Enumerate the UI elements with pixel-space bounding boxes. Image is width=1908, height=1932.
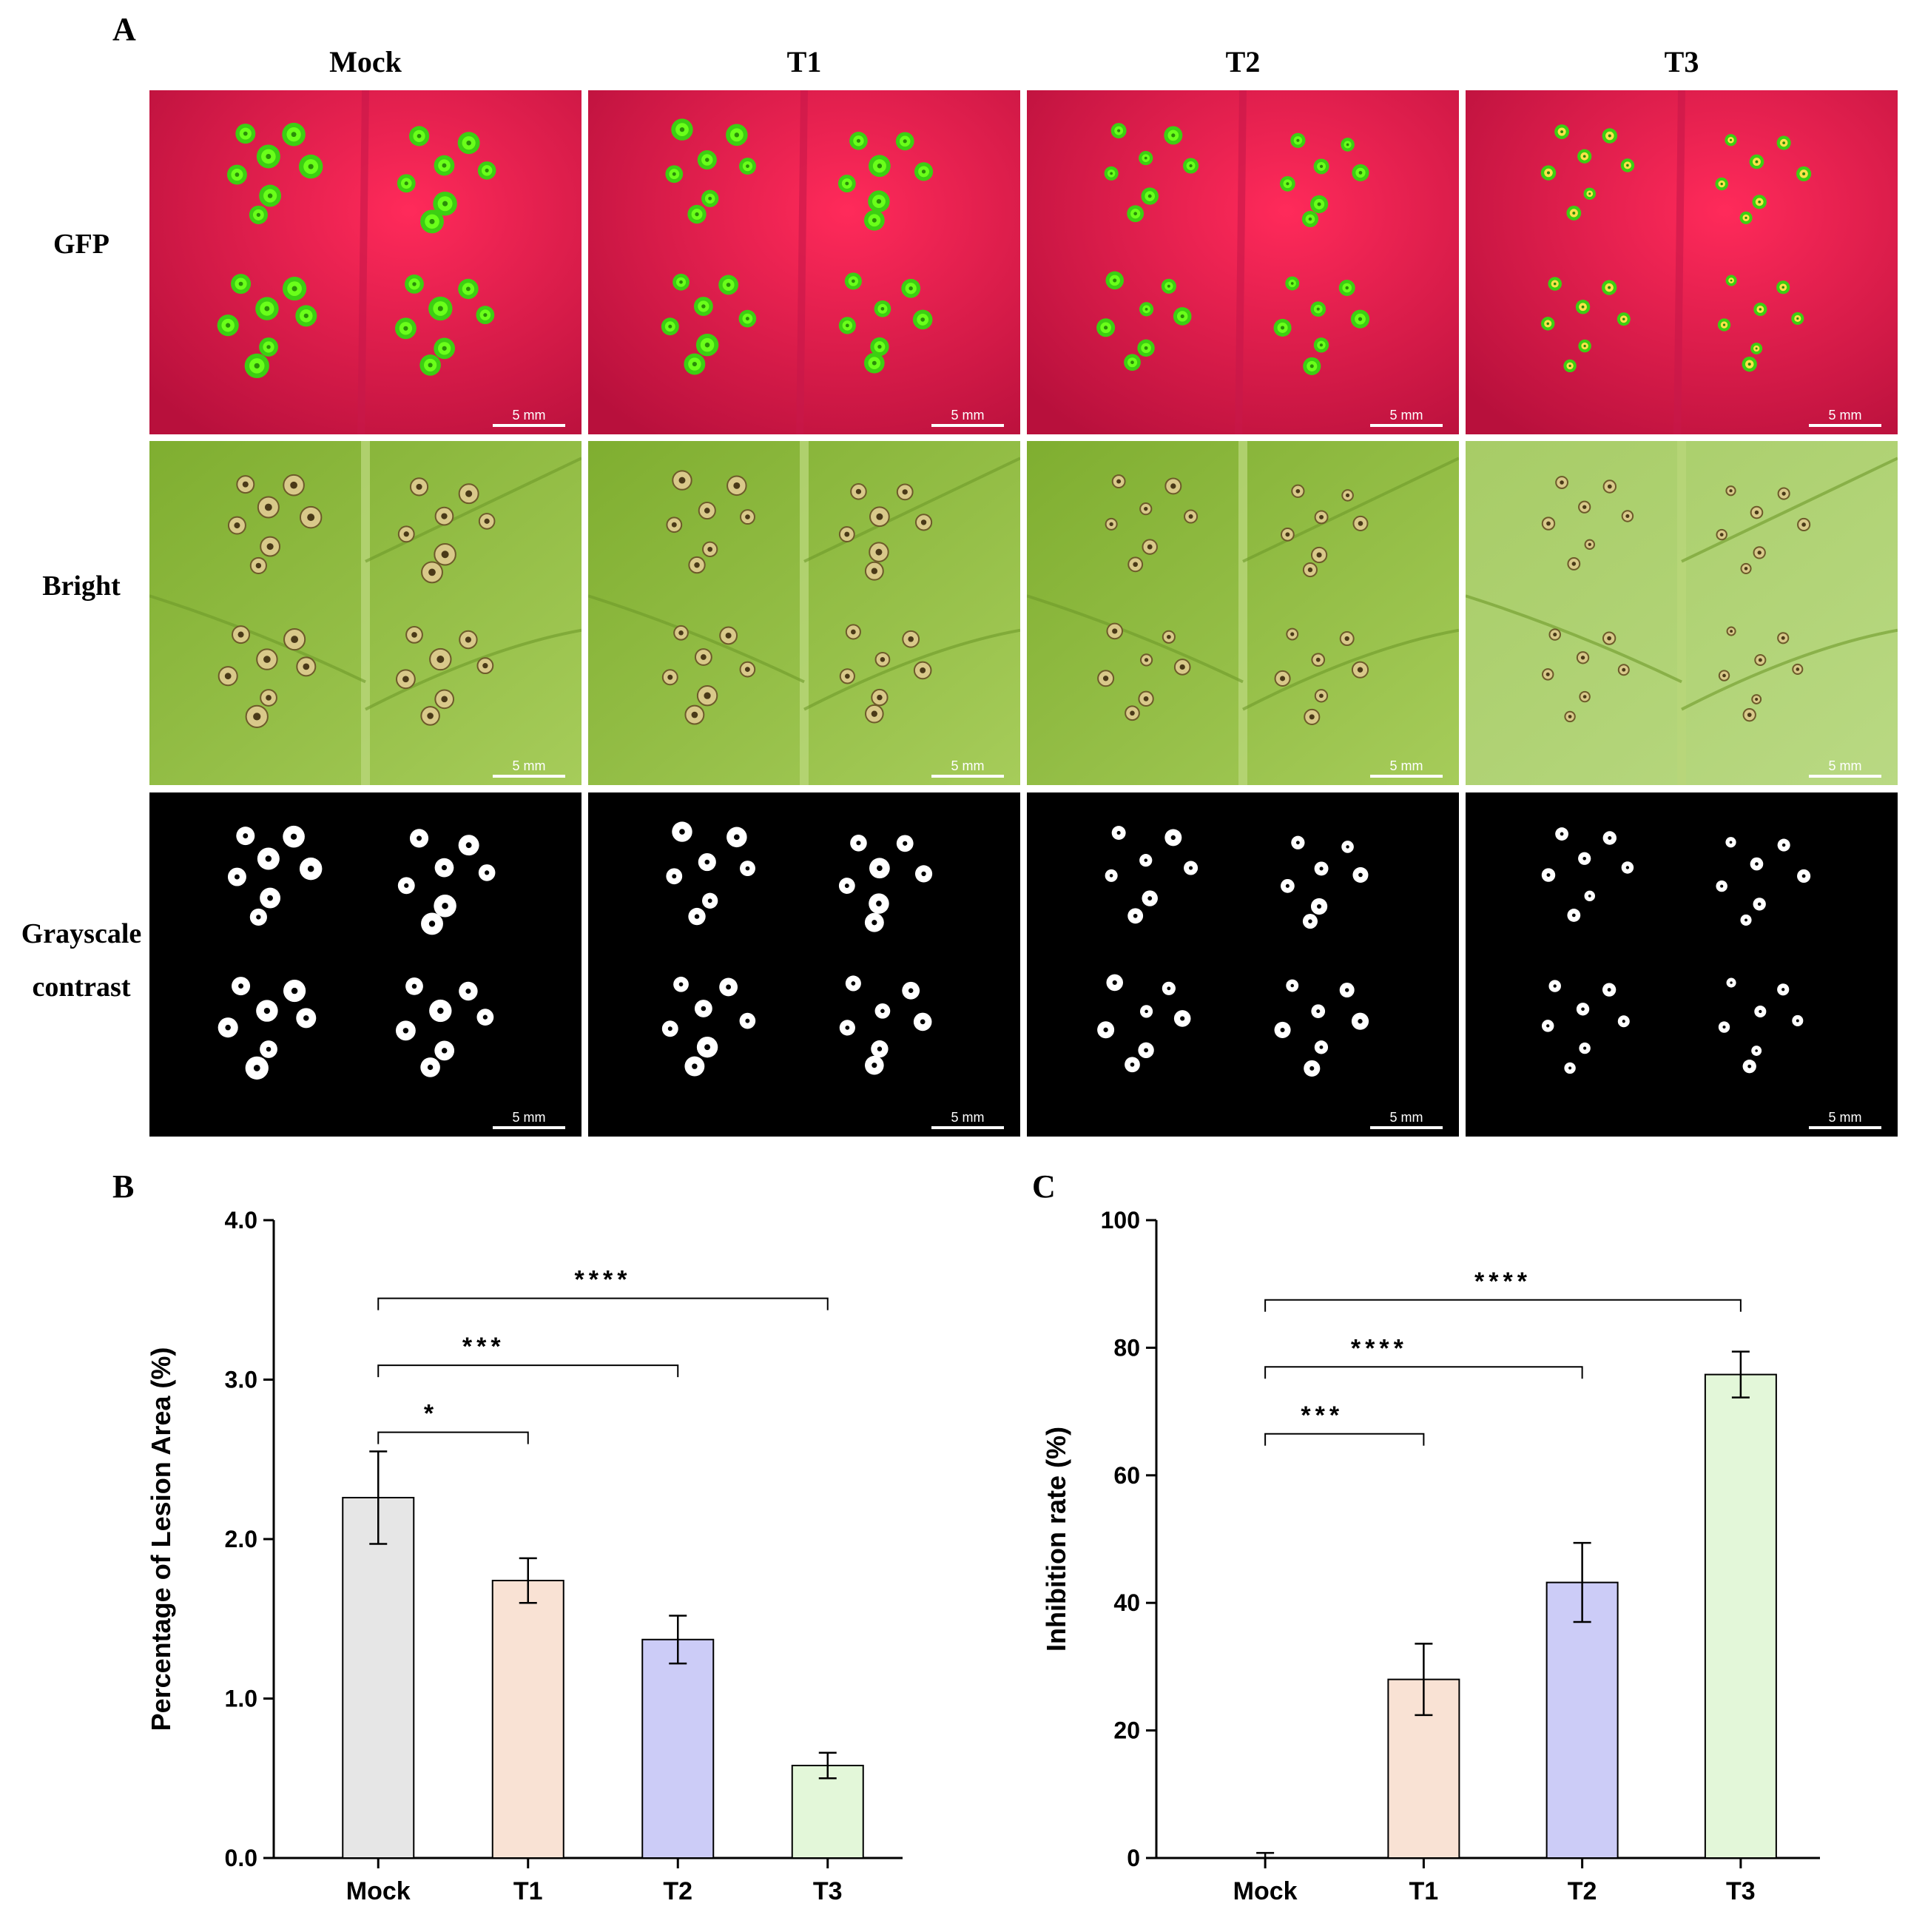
micrograph-gray-t2: 5 mm — [1027, 792, 1459, 1137]
column-header-mock: Mock — [329, 45, 402, 78]
column-header-t3: T3 — [1664, 45, 1699, 78]
y-tick-label: 100 — [1101, 1207, 1140, 1233]
bar-t1 — [491, 1580, 564, 1859]
scale-bar-label: 5 mm — [951, 408, 985, 423]
micrograph-gray-t1: 5 mm — [588, 792, 1020, 1137]
significance-label: **** — [575, 1266, 632, 1294]
significance-label: * — [424, 1400, 438, 1428]
row-label-gfp: GFP — [53, 229, 109, 260]
micrograph-bright-mock: 5 mm — [149, 441, 581, 785]
micrograph-gray-t3: 5 mm — [1466, 792, 1898, 1137]
micrograph-image: 5 mm — [588, 441, 1020, 785]
scale-bar-label: 5 mm — [951, 1110, 985, 1125]
scale-bar-label: 5 mm — [1829, 1110, 1862, 1125]
x-tick-label: T2 — [663, 1877, 692, 1905]
micrograph-gfp-mock: 5 mm — [149, 90, 581, 434]
micrograph-gfp-t3: 5 mm — [1466, 90, 1898, 434]
chart-c: 0 20 40 60 80 100 Inhibition rate (%) Mock T1 T2 T… — [1036, 1199, 1850, 1932]
micrograph-image: 5 mm — [1027, 441, 1459, 785]
error-bar-t2 — [1573, 1541, 1591, 1623]
micrograph-image: 5 mm — [149, 792, 581, 1137]
y-tick-label: 0 — [1127, 1845, 1140, 1871]
y-tick-label: 3.0 — [225, 1367, 257, 1393]
y-axis-label: Percentage of Lesion Area (%) — [146, 1347, 176, 1731]
error-bar-t3 — [818, 1751, 837, 1780]
micrograph-image: 5 mm — [588, 792, 1020, 1137]
micrograph-bright-t3: 5 mm — [1466, 441, 1898, 785]
scale-bar-label: 5 mm — [951, 758, 985, 773]
panel-c-letter: C — [1032, 1168, 1056, 1205]
significance-bracket — [1264, 1433, 1425, 1446]
significance-label: **** — [1474, 1268, 1531, 1296]
error-bar-t1 — [519, 1557, 537, 1604]
error-bar-t2 — [669, 1615, 687, 1665]
y-tick-label: 4.0 — [225, 1207, 257, 1233]
bar-t3 — [1704, 1373, 1777, 1859]
scale-bar-label: 5 mm — [513, 408, 546, 423]
scale-bar-label: 5 mm — [1390, 1110, 1423, 1125]
scale-bar-label: 5 mm — [513, 1110, 546, 1125]
row-label-contrast: contrast — [32, 972, 131, 1003]
significance-label: **** — [1351, 1334, 1408, 1362]
x-tick-label: T1 — [513, 1877, 543, 1905]
y-tick-label: 0.0 — [225, 1845, 257, 1871]
significance-bracket — [377, 1297, 829, 1310]
y-tick-label: 40 — [1113, 1589, 1140, 1616]
micrograph-gfp-t2: 5 mm — [1027, 90, 1459, 434]
x-tick-label: T3 — [813, 1877, 843, 1905]
error-bar-t3 — [1731, 1350, 1750, 1398]
micrograph-image: 5 mm — [1466, 792, 1898, 1137]
row-label-bright: Bright — [42, 570, 121, 602]
micrograph-gfp-t1: 5 mm — [588, 90, 1020, 434]
y-tick-label: 60 — [1113, 1462, 1140, 1489]
scale-bar-label: 5 mm — [1829, 758, 1862, 773]
micrograph-gray-mock: 5 mm — [149, 792, 581, 1137]
x-tick-label: T1 — [1409, 1877, 1439, 1905]
y-axis-label: Inhibition rate (%) — [1041, 1427, 1071, 1652]
bar-t2 — [1545, 1581, 1619, 1859]
y-tick-label: 80 — [1113, 1334, 1140, 1361]
significance-bracket — [377, 1431, 529, 1444]
micrograph-image: 5 mm — [588, 90, 1020, 434]
y-tick-label: 1.0 — [225, 1686, 257, 1712]
significance-bracket — [1264, 1366, 1583, 1379]
column-header-t1: T1 — [786, 45, 822, 78]
error-bar-t1 — [1415, 1643, 1433, 1717]
scale-bar-label: 5 mm — [1390, 408, 1423, 423]
bar-t2 — [641, 1638, 715, 1859]
x-tick-label: Mock — [346, 1877, 411, 1905]
significance-label: *** — [462, 1333, 505, 1361]
x-tick-label: T2 — [1568, 1877, 1597, 1905]
chart-b: 0.0 1.0 2.0 3.0 4.0 Percentage of Lesion Area… — [133, 1199, 932, 1932]
micrograph-image: 5 mm — [1466, 441, 1898, 785]
scale-bar-label: 5 mm — [1390, 758, 1423, 773]
chart-b-svg: 0.0 1.0 2.0 3.0 4.0 Percentage of Lesion Area… — [146, 1207, 903, 1905]
micrograph-image: 5 mm — [1027, 90, 1459, 434]
column-header-t2: T2 — [1225, 45, 1261, 78]
error-bar-mock — [369, 1450, 388, 1545]
micrograph-image: 5 mm — [149, 441, 581, 785]
significance-bracket — [377, 1364, 679, 1378]
significance-label: *** — [1301, 1401, 1344, 1430]
bar-mock — [342, 1496, 415, 1859]
micrograph-image: 5 mm — [1027, 792, 1459, 1137]
micrograph-image: 5 mm — [1466, 90, 1898, 434]
y-tick-label: 20 — [1113, 1717, 1140, 1744]
y-tick-label: 2.0 — [225, 1526, 257, 1552]
row-label-grayscale: Grayscale — [21, 918, 142, 949]
error-bar-mock — [1256, 1851, 1275, 1858]
micrograph-image: 5 mm — [149, 90, 581, 434]
panel-b-letter: B — [112, 1168, 135, 1205]
chart-c-svg: 0 20 40 60 80 100 Inhibition rate (%) Mock T1 T2 T… — [1041, 1207, 1820, 1905]
x-tick-label: T3 — [1726, 1877, 1756, 1905]
micrograph-bright-t1: 5 mm — [588, 441, 1020, 785]
significance-bracket — [1264, 1299, 1742, 1312]
scale-bar-label: 5 mm — [1829, 408, 1862, 423]
x-tick-label: Mock — [1233, 1877, 1298, 1905]
panel-a-letter: A — [112, 11, 136, 47]
scale-bar-label: 5 mm — [513, 758, 546, 773]
bar-t3 — [791, 1765, 864, 1859]
micrograph-bright-t2: 5 mm — [1027, 441, 1459, 785]
